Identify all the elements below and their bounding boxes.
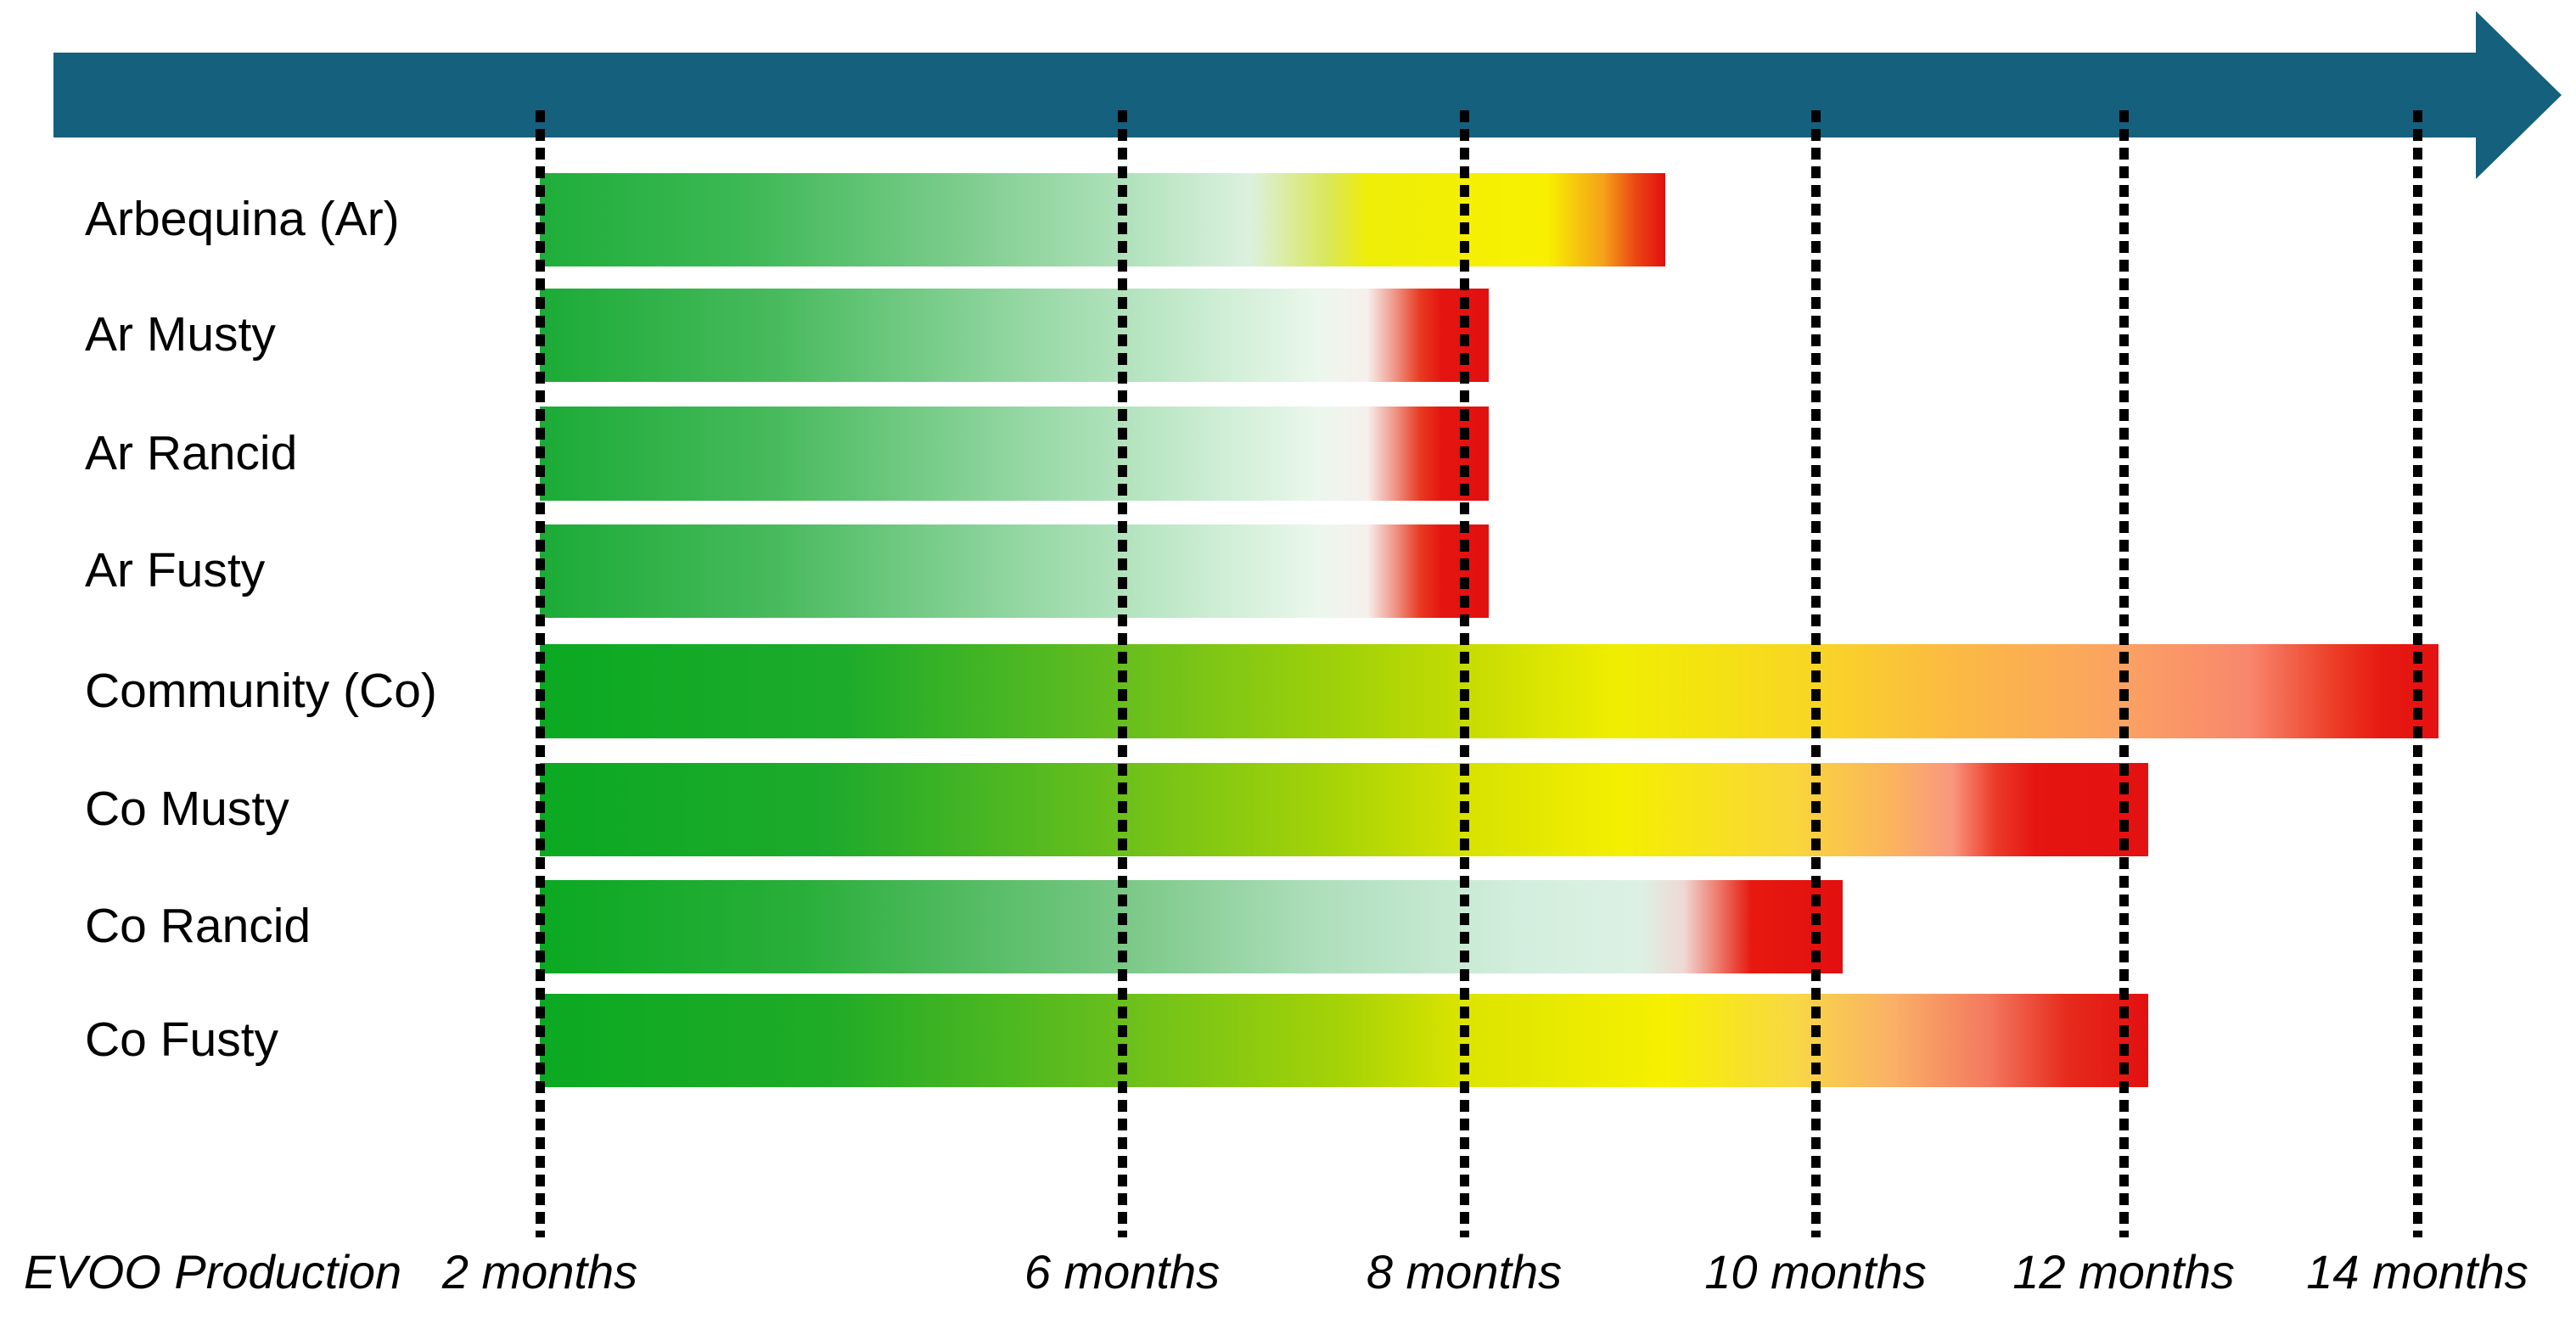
gridline-10-months [1811, 110, 1821, 1237]
gridline-12-months [2119, 110, 2129, 1237]
row-label-co-fusty: Co Fusty [85, 1012, 279, 1067]
row-label-co-musty: Co Musty [85, 782, 289, 836]
tick-label-12-months: 12 months [2012, 1245, 2235, 1298]
bar-ar-fusty [540, 524, 1489, 618]
row-label-ar-fusty: Ar Fusty [85, 543, 266, 597]
tick-label-2-months: 2 months [441, 1245, 638, 1298]
evoo-production-label: EVOO Production [24, 1245, 402, 1298]
tick-label-14-months: 14 months [2306, 1245, 2528, 1298]
tick-label-6-months: 6 months [1024, 1245, 1221, 1298]
row-label-arbequina-ar: Arbequina (Ar) [85, 192, 400, 246]
row-label-community-co: Community (Co) [85, 663, 437, 718]
bar-arbequina-ar [540, 173, 1665, 266]
bar-community-co [540, 644, 2439, 738]
bar-co-musty [540, 763, 2148, 856]
timeline-arrowhead-icon [2476, 11, 2562, 179]
row-label-co-rancid: Co Rancid [85, 899, 311, 953]
row-label-ar-musty: Ar Musty [85, 307, 276, 362]
row-label-ar-rancid: Ar Rancid [85, 425, 298, 480]
timeline-arrow [53, 53, 2477, 137]
bar-co-rancid [540, 880, 1843, 973]
gridline-8-months [1460, 110, 1469, 1237]
bar-ar-musty [540, 289, 1489, 382]
gridline-6-months [1118, 110, 1127, 1237]
gridline-2-months [536, 110, 545, 1237]
tick-label-8-months: 8 months [1366, 1245, 1563, 1298]
gridline-14-months [2413, 110, 2422, 1237]
bar-ar-rancid [540, 407, 1489, 501]
bar-co-fusty [540, 994, 2148, 1087]
tick-label-10-months: 10 months [1704, 1245, 1927, 1298]
